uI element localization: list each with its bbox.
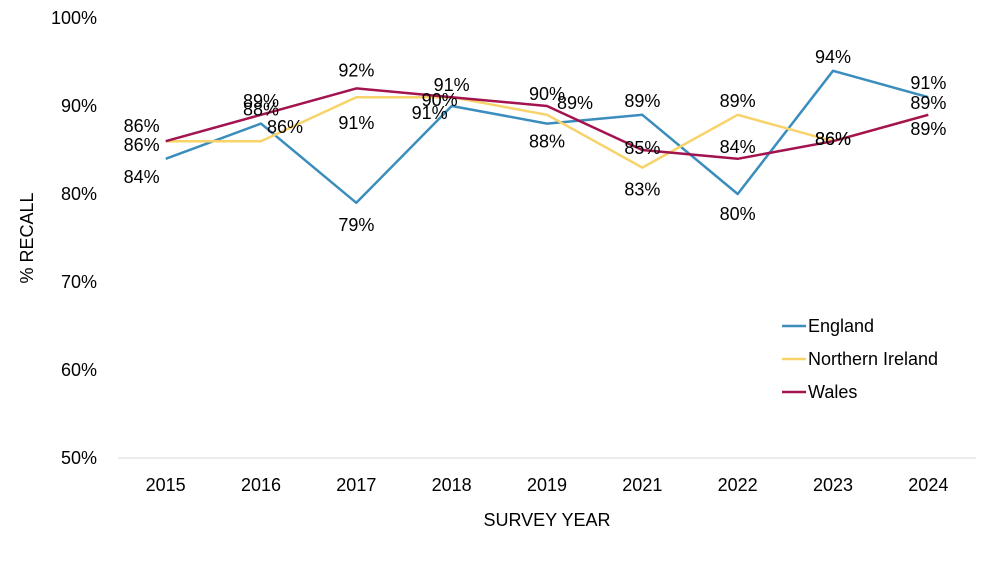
x-tick-label: 2015 [146, 475, 186, 495]
x-tick-label: 2022 [718, 475, 758, 495]
y-tick-label: 70% [61, 272, 97, 292]
data-label: 84% [720, 137, 756, 157]
data-label: 89% [720, 91, 756, 111]
data-label: 89% [910, 119, 946, 139]
data-label: 92% [338, 60, 374, 80]
data-label: 91% [412, 103, 448, 123]
data-label: 85% [624, 138, 660, 158]
x-tick-label: 2021 [622, 475, 662, 495]
x-tick-label: 2023 [813, 475, 853, 495]
y-tick-label: 50% [61, 448, 97, 468]
data-label: 80% [720, 204, 756, 224]
data-label: 89% [624, 91, 660, 111]
data-label: 91% [910, 73, 946, 93]
y-tick-label: 60% [61, 360, 97, 380]
y-tick-label: 100% [51, 8, 97, 28]
legend-label: Wales [808, 382, 857, 402]
data-label: 94% [815, 47, 851, 67]
data-label: 89% [243, 91, 279, 111]
data-label: 79% [338, 215, 374, 235]
data-label: 84% [124, 167, 160, 187]
x-axis: 2015 2016 2017 2018 2019 2021 2022 2023 2024 [146, 475, 949, 495]
series-lines [165, 69, 929, 205]
x-axis-title: SURVEY YEAR [483, 510, 610, 530]
x-tick-label: 2019 [527, 475, 567, 495]
y-axis: 50% 60% 70% 80% 90% 100% [51, 8, 97, 468]
series-line-england [165, 69, 929, 205]
legend-label: England [808, 316, 874, 336]
data-label: 91% [434, 75, 470, 95]
x-tick-label: 2018 [432, 475, 472, 495]
data-label: 86% [815, 129, 851, 149]
data-label: 86% [124, 135, 160, 155]
data-label: 83% [624, 180, 660, 200]
x-tick-label: 2024 [908, 475, 948, 495]
y-tick-label: 90% [61, 96, 97, 116]
data-label: 89% [910, 93, 946, 113]
data-label: 88% [243, 100, 279, 120]
y-axis-title: % RECALL [17, 192, 37, 283]
x-tick-label: 2016 [241, 475, 281, 495]
data-label: 90% [529, 84, 565, 104]
legend: England Northern Ireland Wales [782, 316, 938, 402]
data-label: 88% [529, 132, 565, 152]
data-label: 86% [124, 116, 160, 136]
y-tick-label: 80% [61, 184, 97, 204]
data-label: 91% [338, 113, 374, 133]
x-tick-label: 2017 [336, 475, 376, 495]
series-line-wales [165, 87, 929, 161]
legend-label: Northern Ireland [808, 349, 938, 369]
data-label: 90% [422, 90, 458, 110]
data-labels: 84%88%79%90%88%89%80%94%91%86%86% 91% 91%8… [124, 47, 947, 235]
data-label: 86% [815, 129, 851, 149]
series-line-northern-ireland [165, 95, 929, 169]
data-label: 86% [267, 117, 303, 137]
data-label: 89% [557, 93, 593, 113]
